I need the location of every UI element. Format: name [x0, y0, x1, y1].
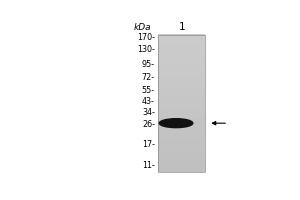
Text: 17-: 17-	[142, 140, 155, 149]
Text: 72-: 72-	[142, 73, 155, 82]
Text: 26-: 26-	[142, 120, 155, 129]
Text: 95-: 95-	[142, 60, 155, 69]
Text: kDa: kDa	[134, 23, 152, 32]
Text: 43-: 43-	[142, 97, 155, 106]
Text: 11-: 11-	[142, 161, 155, 170]
Bar	[158, 35, 205, 172]
Text: 34-: 34-	[142, 108, 155, 117]
Text: 130-: 130-	[137, 45, 155, 54]
Text: 1: 1	[178, 22, 185, 32]
Ellipse shape	[159, 119, 193, 128]
Text: 170-: 170-	[137, 33, 155, 42]
Text: 55-: 55-	[142, 86, 155, 95]
